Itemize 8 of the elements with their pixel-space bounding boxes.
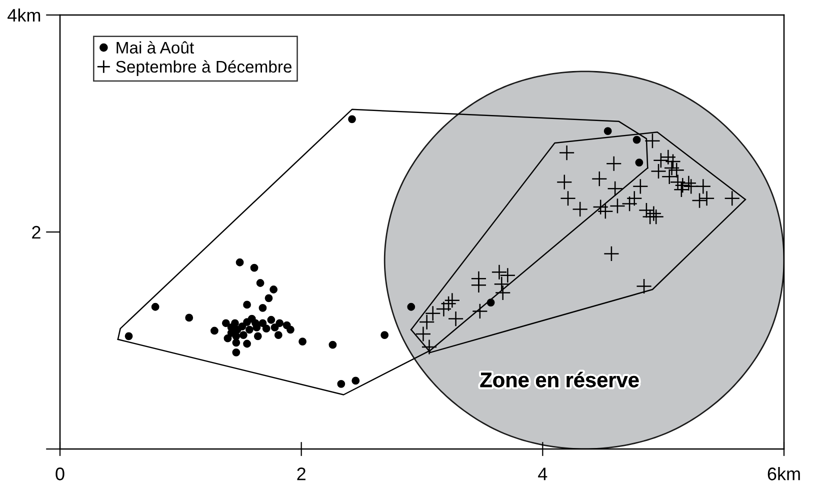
x-tick-label: 0 bbox=[56, 468, 64, 480]
x-tick-label: 2 bbox=[297, 468, 306, 480]
y-tick-label: 4km bbox=[8, 8, 40, 22]
x-tick-label: 4 bbox=[538, 468, 548, 480]
legend-label: Septembre à Décembre bbox=[116, 60, 292, 76]
legend-label: Mai à Août bbox=[116, 41, 194, 54]
x-tick-label: 6km bbox=[768, 467, 800, 480]
annotation: Zone en réserve bbox=[480, 372, 639, 388]
